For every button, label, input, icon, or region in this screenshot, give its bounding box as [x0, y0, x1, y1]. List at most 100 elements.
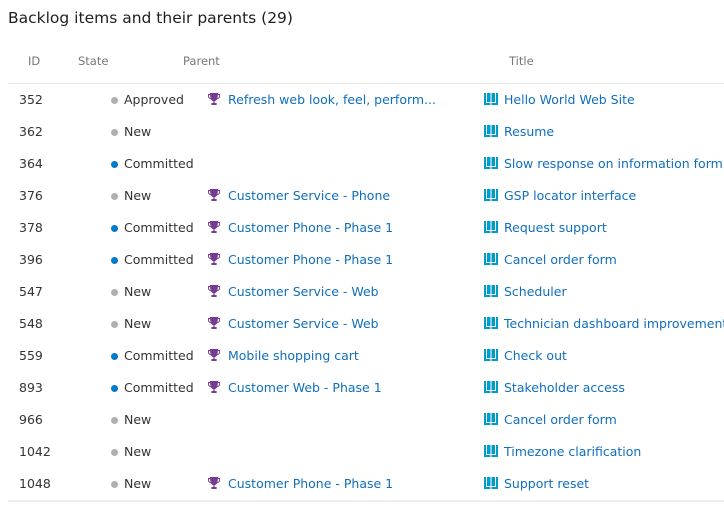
column-header-parent[interactable]: Parent [183, 54, 220, 68]
trophy-icon [207, 284, 221, 298]
row-id: 1048 [19, 476, 51, 491]
title-link[interactable]: Technician dashboard improvements [504, 316, 724, 331]
state-dot-icon [111, 257, 118, 264]
parent-link[interactable]: Customer Service - Phone [228, 188, 391, 203]
row-state: New [124, 316, 152, 331]
table-row[interactable]: 362 New Resume [0, 116, 724, 148]
table-row[interactable]: 378 Committed Customer Phone - Phase 1 R… [0, 212, 724, 244]
title-link[interactable]: Request support [504, 220, 607, 235]
state-dot-icon [111, 385, 118, 392]
title-link[interactable]: Slow response on information form [504, 156, 723, 171]
parent-link[interactable]: Customer Phone - Phase 1 [228, 476, 394, 491]
state-dot-icon [111, 481, 118, 488]
book-icon [484, 125, 498, 137]
parent-link[interactable]: Customer Phone - Phase 1 [228, 252, 394, 267]
table-row[interactable]: 547 New Customer Service - Web Scheduler [0, 276, 724, 308]
table-row[interactable]: 1042 New Timezone clarification [0, 436, 724, 468]
state-dot-icon [111, 449, 118, 456]
title-link[interactable]: Check out [504, 348, 567, 363]
title-link[interactable]: Hello World Web Site [504, 92, 635, 107]
trophy-icon [207, 252, 221, 266]
table-row[interactable]: 352 Approved Refresh web look, feel, per… [0, 84, 724, 116]
book-icon [484, 317, 498, 329]
state-dot-icon [111, 97, 118, 104]
row-id: 396 [19, 252, 43, 267]
book-icon [484, 413, 498, 425]
trophy-icon [207, 188, 221, 202]
trophy-icon [207, 380, 221, 394]
title-link[interactable]: Support reset [504, 476, 590, 491]
state-dot-icon [111, 353, 118, 360]
table-row[interactable]: 376 New Customer Service - Phone GSP loc… [0, 180, 724, 212]
parent-link[interactable]: Mobile shopping cart [228, 348, 359, 363]
book-icon [484, 477, 498, 489]
book-icon [484, 285, 498, 297]
row-state: New [124, 188, 152, 203]
title-link[interactable]: Cancel order form [504, 252, 617, 267]
row-id: 364 [19, 156, 43, 171]
state-dot-icon [111, 417, 118, 424]
row-id: 362 [19, 124, 43, 139]
row-id: 547 [19, 284, 43, 299]
table-bottom-border [8, 500, 724, 502]
parent-link[interactable]: Refresh web look, feel, perform... [228, 92, 436, 107]
book-icon [484, 253, 498, 265]
table-row[interactable]: 364 Committed Slow response on informati… [0, 148, 724, 180]
table-row[interactable]: 396 Committed Customer Phone - Phase 1 C… [0, 244, 724, 276]
table-row[interactable]: 893 Committed Customer Web - Phase 1 Sta… [0, 372, 724, 404]
book-icon [484, 445, 498, 457]
title-link[interactable]: Cancel order form [504, 412, 617, 427]
row-id: 352 [19, 92, 43, 107]
state-dot-icon [111, 193, 118, 200]
parent-link[interactable]: Customer Web - Phase 1 [228, 380, 382, 395]
row-state: Committed [124, 348, 194, 363]
row-state: New [124, 284, 152, 299]
parent-link[interactable]: Customer Service - Web [228, 316, 379, 331]
row-state: New [124, 444, 152, 459]
row-id: 1042 [19, 444, 51, 459]
row-state: Committed [124, 380, 194, 395]
state-dot-icon [111, 289, 118, 296]
state-dot-icon [111, 321, 118, 328]
table-row[interactable]: 559 Committed Mobile shopping cart Check… [0, 340, 724, 372]
row-id: 376 [19, 188, 43, 203]
row-state: New [124, 412, 152, 427]
row-id: 966 [19, 412, 43, 427]
row-state: Committed [124, 220, 194, 235]
column-header-id[interactable]: ID [28, 54, 41, 68]
row-state: Committed [124, 156, 194, 171]
title-link[interactable]: Scheduler [504, 284, 567, 299]
trophy-icon [207, 476, 221, 490]
row-id: 378 [19, 220, 43, 235]
row-state: Committed [124, 252, 194, 267]
row-state: New [124, 476, 152, 491]
book-icon [484, 349, 498, 361]
header-divider [8, 83, 724, 84]
table-row[interactable]: 966 New Cancel order form [0, 404, 724, 436]
title-link[interactable]: Timezone clarification [504, 444, 642, 459]
row-id: 548 [19, 316, 43, 331]
book-icon [484, 157, 498, 169]
title-link[interactable]: GSP locator interface [504, 188, 637, 203]
trophy-icon [207, 348, 221, 362]
book-icon [484, 189, 498, 201]
book-icon [484, 93, 498, 105]
state-dot-icon [111, 225, 118, 232]
column-header-title[interactable]: Title [509, 54, 534, 68]
row-id: 893 [19, 380, 43, 395]
title-link[interactable]: Stakeholder access [504, 380, 625, 395]
title-link[interactable]: Resume [504, 124, 555, 139]
book-icon [484, 221, 498, 233]
parent-link[interactable]: Customer Service - Web [228, 284, 379, 299]
row-id: 559 [19, 348, 43, 363]
state-dot-icon [111, 161, 118, 168]
widget-title: Backlog items and their parents (29) [8, 9, 293, 27]
table-row[interactable]: 1048 New Customer Phone - Phase 1 Suppor… [0, 468, 724, 500]
table-row[interactable]: 548 New Customer Service - Web Technicia… [0, 308, 724, 340]
column-header-state[interactable]: State [78, 54, 109, 68]
parent-link[interactable]: Customer Phone - Phase 1 [228, 220, 394, 235]
trophy-icon [207, 220, 221, 234]
book-icon [484, 381, 498, 393]
trophy-icon [207, 92, 221, 106]
state-dot-icon [111, 129, 118, 136]
